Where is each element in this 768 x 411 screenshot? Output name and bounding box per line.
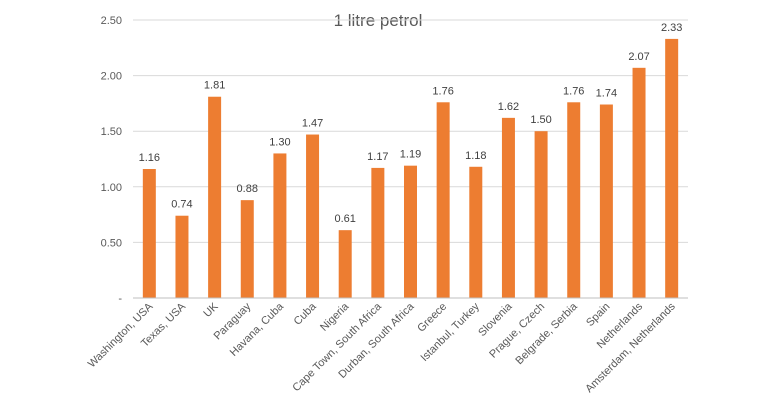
data-label: 0.61 [334, 213, 355, 225]
y-tick-label: 2.50 [101, 15, 122, 27]
data-label: 1.81 [204, 80, 225, 92]
data-label: 1.17 [367, 151, 388, 163]
y-tick-label: 1.50 [101, 126, 122, 138]
data-label: 1.74 [596, 88, 617, 100]
x-tick-label: Cuba [292, 300, 320, 328]
y-tick-label: 2.00 [101, 71, 122, 83]
data-label: 1.76 [563, 85, 584, 97]
bar [665, 38, 679, 299]
data-label: 1.47 [302, 118, 323, 130]
data-label: 1.16 [139, 152, 160, 164]
data-label: 2.33 [661, 22, 682, 34]
data-label: 1.19 [400, 149, 421, 161]
data-label: 1.30 [269, 136, 290, 148]
bar [240, 200, 254, 298]
x-tick-label: Belgrade, Serbia [513, 300, 580, 367]
x-tick-label: UK [201, 300, 221, 320]
data-label: 1.76 [432, 85, 453, 97]
bars [142, 38, 679, 299]
y-axis-tick-labels: - 0.50 1.00 1.50 2.00 2.50 [101, 15, 123, 305]
bar [632, 67, 646, 298]
bar [469, 166, 483, 298]
bar [599, 104, 613, 299]
data-label: 0.88 [237, 183, 258, 195]
data-labels: 1.16 0.74 1.81 0.88 1.30 1.47 0.61 1.17 1.19 1.76… [139, 22, 683, 225]
data-label: 1.62 [498, 101, 519, 113]
bar [567, 102, 581, 299]
bar [436, 102, 450, 299]
bar [371, 167, 385, 298]
bar [501, 117, 515, 298]
data-label: 1.18 [465, 150, 486, 162]
data-label: 0.74 [171, 199, 192, 211]
bar [208, 96, 222, 298]
x-tick-label: Spain [584, 301, 612, 329]
x-tick-label: Istanbul, Turkey [419, 300, 483, 364]
data-label: 1.50 [530, 114, 551, 126]
bar [404, 165, 417, 298]
bar [534, 131, 548, 298]
bar [142, 169, 156, 298]
bar [338, 230, 352, 298]
data-label: 2.07 [628, 51, 649, 63]
y-tick-label: 1.00 [101, 182, 122, 194]
bar [175, 215, 189, 298]
bar [306, 134, 320, 298]
y-tick-label: - [118, 293, 122, 305]
bar [273, 153, 287, 298]
y-tick-label: 0.50 [101, 237, 122, 249]
